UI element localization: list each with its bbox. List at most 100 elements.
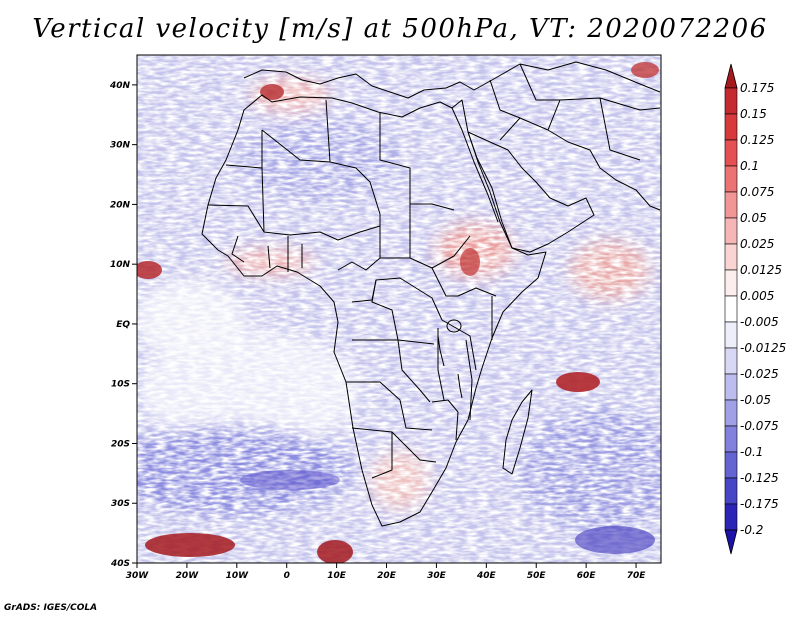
arabian-peninsula-coastline [467, 131, 595, 253]
border [325, 99, 381, 258]
colorbar-swatch [724, 217, 738, 245]
colorbar-label: -0.2 [740, 523, 763, 537]
border [379, 112, 455, 211]
lake-victoria [446, 319, 462, 333]
persian-gulf-coast [547, 129, 661, 211]
colorbar-swatch [724, 87, 738, 115]
colorbar-swatch [724, 503, 738, 531]
border [431, 399, 459, 441]
colorbar-label: 0.175 [740, 81, 774, 95]
strong-ascent-cell [317, 540, 353, 563]
x-tick-label: 60E [577, 571, 597, 581]
border [519, 63, 560, 101]
border [431, 267, 497, 297]
lake-tanganyika [437, 335, 445, 367]
colorbar-label: 0.15 [740, 107, 767, 121]
x-tick-label: 70E [627, 571, 647, 581]
map-title: Vertical velocity [m/s] at 500hPa, VT: 2… [32, 14, 768, 44]
colorbar-label: -0.175 [740, 497, 779, 511]
border [261, 129, 331, 163]
colorbar-label: -0.075 [740, 419, 779, 433]
x-tick-label: 20E [377, 571, 397, 581]
colorbar-swatch [724, 165, 738, 193]
strong-descent-cell [240, 470, 340, 490]
colorbar-swatch [724, 269, 738, 297]
colorbar-swatch [724, 139, 738, 167]
map-frame [136, 54, 662, 564]
strong-descent-cell [575, 526, 655, 554]
y-tick-label: 10N [110, 260, 131, 270]
colorbar: 0.175 0.15 0.125 0.1 0.075 0.05 0.025 0.0125 0.0… [724, 63, 786, 555]
colorbar-swatch [724, 373, 738, 401]
border [371, 432, 393, 479]
strong-ascent-cell [460, 248, 480, 276]
colorbar-bottom-arrow [724, 529, 738, 555]
border [267, 245, 271, 269]
colorbar-swatch [724, 113, 738, 141]
strong-ascent-cell [145, 533, 235, 557]
colorbar-swatch [724, 347, 738, 375]
x-tick-label: 40E [476, 571, 497, 581]
colorbar-label: 0.1 [740, 159, 759, 173]
country-borders [201, 61, 661, 527]
colorbar-swatch [724, 243, 738, 271]
y-tick-label: 30N [110, 141, 131, 151]
y-tick-label: EQ [116, 320, 130, 330]
border [346, 381, 433, 431]
border [352, 339, 431, 403]
border [437, 328, 445, 401]
colorbar-swatch [724, 399, 738, 427]
strong-ascent-cell [631, 62, 659, 78]
colorbar-swatch [724, 477, 738, 505]
y-tick-label: 10S [111, 380, 130, 390]
border [337, 257, 410, 271]
border [371, 279, 435, 345]
border [441, 319, 477, 371]
red-sea-coast [451, 107, 499, 223]
x-tick-label: 50E [527, 571, 547, 581]
border [351, 427, 437, 463]
colorbar-swatch [724, 425, 738, 453]
strong-ascent-cell [137, 261, 162, 279]
africa-coastline [201, 94, 547, 527]
border [599, 97, 641, 161]
colorbar-swatch [724, 321, 738, 349]
x-tick-label: 30E [427, 571, 447, 581]
colorbar-label: -0.005 [740, 315, 779, 329]
strong-ascent-cell [260, 84, 284, 100]
colorbar-label: -0.125 [740, 471, 779, 485]
border [465, 339, 473, 421]
border [489, 79, 521, 119]
y-tick-label: 40N [109, 81, 131, 91]
border [351, 277, 443, 321]
x-axis-ticks: 30W 20W 10W 0 10E 20E 30E 40E 50E 60E 70E [126, 563, 646, 581]
y-tick-label: 40S [110, 559, 130, 569]
colorbar-label: 0.0125 [740, 263, 782, 277]
border [231, 235, 245, 263]
madagascar-coastline [502, 389, 533, 475]
colorbar-label: 0.075 [740, 185, 774, 199]
colorbar-top-arrow [724, 63, 738, 89]
x-tick-label: 10E [327, 571, 347, 581]
footer-credit: GrADS: IGES/COLA [4, 603, 98, 613]
europe-asia-coast [243, 61, 661, 99]
colorbar-swatch [724, 451, 738, 479]
x-tick-label: 30W [126, 571, 150, 581]
colorbar-label: 0.005 [740, 289, 774, 303]
border [207, 204, 265, 233]
y-tick-label: 30S [111, 499, 130, 509]
strong-cells [137, 62, 659, 563]
colorbar-label: -0.0125 [740, 341, 786, 355]
colorbar-label: 0.125 [740, 133, 774, 147]
x-tick-label: 20W [176, 571, 200, 581]
map-field [137, 55, 661, 563]
strong-ascent-cell [556, 372, 600, 392]
colorbar-label: -0.1 [740, 445, 763, 459]
field-streak-texture [137, 55, 661, 563]
colorbar-label: 0.05 [740, 211, 767, 225]
y-tick-label: 20N [110, 200, 131, 210]
colorbar-label: -0.025 [740, 367, 779, 381]
y-axis-ticks: 40N 30N 20N 10N EQ 10S 20S 30S 40S [109, 81, 137, 569]
lake-malawi [457, 373, 463, 399]
